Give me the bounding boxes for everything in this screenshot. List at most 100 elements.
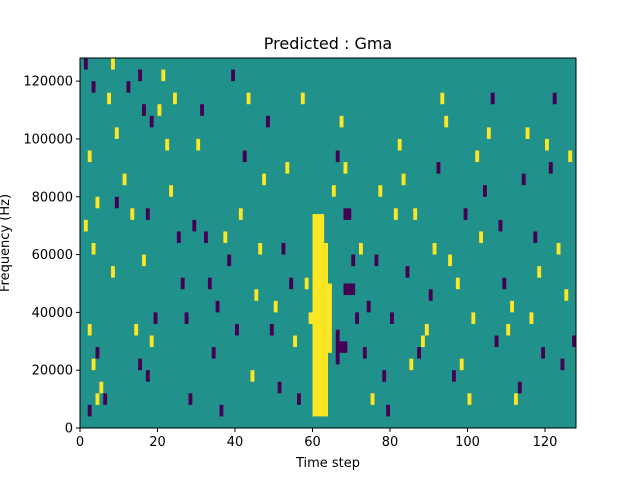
heatmap-cell bbox=[297, 393, 301, 405]
heatmap-cell bbox=[568, 150, 573, 163]
heatmap-cell bbox=[366, 300, 371, 313]
heatmap-cell bbox=[417, 347, 421, 359]
heatmap-cell bbox=[223, 231, 228, 243]
heatmap-cell bbox=[246, 92, 251, 105]
heatmap-cell bbox=[517, 381, 522, 394]
y-tick-label: 100000 bbox=[23, 132, 73, 147]
heatmap-cell bbox=[95, 347, 100, 359]
heatmap-cell bbox=[215, 300, 220, 313]
heatmap-cell bbox=[126, 81, 131, 93]
heatmap-cell bbox=[300, 92, 305, 105]
heatmap-cell bbox=[91, 81, 96, 93]
heatmap-cell bbox=[541, 347, 545, 359]
heatmap-cell bbox=[293, 335, 297, 348]
heatmap-cell bbox=[448, 254, 452, 267]
heatmap-cell bbox=[552, 92, 557, 105]
heatmap-cell bbox=[359, 243, 363, 255]
heatmap-cell bbox=[312, 358, 317, 371]
heatmap-cell bbox=[149, 335, 154, 348]
heatmap-cell bbox=[421, 335, 425, 348]
heatmap-region bbox=[328, 283, 332, 353]
heatmap-cell bbox=[498, 219, 503, 232]
heatmap-region bbox=[312, 214, 325, 417]
heatmap-cell bbox=[436, 162, 441, 174]
heatmap-cell bbox=[242, 150, 247, 163]
heatmap-cell bbox=[545, 138, 549, 151]
heatmap-cell bbox=[95, 196, 100, 209]
heatmap-cell bbox=[165, 138, 170, 151]
heatmap-cell bbox=[475, 150, 480, 163]
heatmap-cell bbox=[87, 323, 92, 336]
heatmap-cell bbox=[351, 254, 356, 267]
x-tick-label: 60 bbox=[304, 435, 321, 450]
y-tick-label: 60000 bbox=[32, 248, 73, 263]
heatmap-cell bbox=[211, 347, 216, 359]
heatmap-cell bbox=[463, 208, 468, 220]
heatmap-cell bbox=[258, 243, 263, 255]
heatmap-cell bbox=[533, 231, 538, 243]
heatmap-cell bbox=[250, 370, 255, 382]
heatmap-cell bbox=[343, 162, 348, 174]
heatmap-cell bbox=[173, 92, 177, 105]
heatmap-cell bbox=[161, 69, 166, 82]
heatmap-cell bbox=[145, 370, 150, 382]
heatmap-cell bbox=[521, 173, 526, 186]
heatmap-cell bbox=[339, 115, 344, 128]
heatmap-cell bbox=[153, 312, 158, 324]
heatmap-cell bbox=[459, 358, 464, 371]
heatmap-cell bbox=[393, 208, 398, 220]
y-axis-label: Frequency (Hz) bbox=[0, 194, 13, 292]
heatmap-cell bbox=[525, 127, 530, 139]
x-tick-label: 120 bbox=[533, 435, 558, 450]
heatmap-cell bbox=[142, 254, 146, 267]
heatmap-cell bbox=[111, 58, 115, 70]
heatmap-region bbox=[343, 208, 352, 220]
heatmap-cell bbox=[138, 358, 142, 371]
heatmap-cell bbox=[87, 150, 92, 163]
heatmap-cell bbox=[486, 127, 491, 139]
heatmap-cell bbox=[370, 393, 375, 405]
heatmap-cell bbox=[502, 277, 507, 290]
y-tick-label: 0 bbox=[65, 422, 73, 437]
heatmap-cell bbox=[432, 243, 437, 255]
heatmap-cell bbox=[548, 162, 553, 174]
heatmap-cell bbox=[277, 381, 282, 394]
heatmap-cell bbox=[510, 300, 514, 313]
heatmap-cell bbox=[560, 358, 565, 371]
heatmap-cell bbox=[413, 208, 418, 220]
heatmap-cell bbox=[238, 208, 243, 220]
heatmap-cell bbox=[207, 277, 212, 290]
heatmap-cell bbox=[285, 162, 290, 174]
y-tick-label: 40000 bbox=[32, 306, 73, 321]
heatmap-cell bbox=[114, 196, 119, 209]
heatmap-cell bbox=[514, 393, 518, 405]
x-tick-label: 80 bbox=[382, 435, 399, 450]
heatmap-cell bbox=[95, 393, 100, 405]
heatmap-cell bbox=[308, 312, 313, 324]
heatmap-cell bbox=[138, 69, 142, 82]
heatmap-cell bbox=[254, 289, 259, 301]
heatmap-cell bbox=[494, 335, 499, 348]
heatmap-cell bbox=[130, 208, 135, 220]
heatmap-cell bbox=[409, 358, 414, 371]
heatmap-cell bbox=[390, 312, 394, 324]
heatmap-region bbox=[343, 283, 356, 296]
y-tick-label: 120000 bbox=[23, 75, 73, 90]
heatmap-cell bbox=[192, 219, 197, 232]
x-tick-label: 40 bbox=[227, 435, 244, 450]
heatmap-cell bbox=[304, 277, 309, 290]
heatmap-region bbox=[339, 341, 348, 353]
heatmap-cell bbox=[362, 347, 367, 359]
x-tick-label: 0 bbox=[76, 435, 84, 450]
y-axis: 0 20000 40000 60000 80000 100000 120000 bbox=[23, 75, 80, 437]
heatmap-cell bbox=[266, 115, 270, 128]
x-tick-label: 100 bbox=[455, 435, 480, 450]
heatmap-cell bbox=[169, 185, 173, 197]
heatmap-cell bbox=[564, 289, 569, 301]
y-tick-label: 20000 bbox=[32, 364, 73, 379]
x-axis: 0 20 40 60 80 100 120 bbox=[76, 428, 558, 450]
heatmap-cell bbox=[91, 358, 96, 371]
heatmap-cell bbox=[444, 115, 449, 128]
heatmap-cell bbox=[490, 92, 495, 105]
